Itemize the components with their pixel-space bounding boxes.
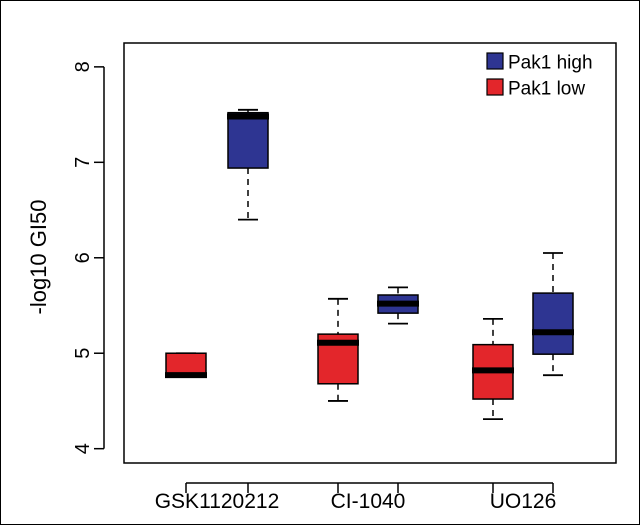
box-ci-1040-pak1-high <box>377 286 419 325</box>
box-body <box>532 292 574 355</box>
y-tick-label-8: 8 <box>72 61 94 72</box>
legend-layer: Pak1 high Pak1 low <box>486 52 593 100</box>
box-uo126-pak1-high <box>532 252 574 377</box>
box-body <box>165 352 207 376</box>
plot-area-frame <box>123 42 617 464</box>
box-ci-1040-pak1-low <box>317 297 359 402</box>
y-tick-label-7: 7 <box>72 157 94 168</box>
boxes-layer <box>165 108 574 420</box>
y-axis-label: -log10 GI50 <box>26 200 51 315</box>
legend-swatch <box>486 78 504 96</box>
x-tick-label-ci-1040: CI-1040 <box>331 490 406 513</box>
legend-entry-pak1-high: Pak1 high <box>486 52 593 74</box>
x-tick-label-uo126: UO126 <box>490 490 557 513</box>
y-tick-label-4: 4 <box>72 443 94 454</box>
x-tick-label-gsk1120212: GSK1120212 <box>155 490 280 513</box>
axes-layer: 4 5 6 7 8 GSK1120212 CI-1040 UO126 <box>72 42 617 513</box>
box-body <box>227 111 269 169</box>
box-gsk1120212-pak1-low <box>165 352 207 379</box>
box-uo126-pak1-low <box>472 317 514 420</box>
y-tick-label-5: 5 <box>72 348 94 359</box>
box-gsk1120212-pak1-high <box>227 108 269 221</box>
legend-entry-pak1-low: Pak1 low <box>486 78 585 100</box>
legend-label: Pak1 high <box>508 53 593 74</box>
legend-swatch <box>486 52 504 70</box>
y-tick-label-6: 6 <box>72 252 94 263</box>
legend-label: Pak1 low <box>508 79 585 100</box>
